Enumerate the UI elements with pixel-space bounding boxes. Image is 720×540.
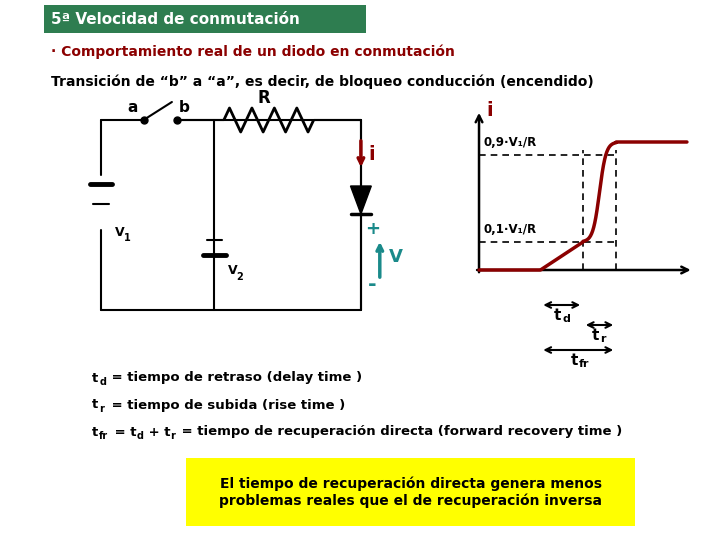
Polygon shape [351,186,372,214]
Text: fr: fr [99,431,108,441]
Text: t: t [91,399,98,411]
Text: r: r [99,404,104,414]
Text: b: b [179,100,189,116]
Text: d: d [99,377,106,387]
Text: · Comportamiento real de un diodo en conmutación: · Comportamiento real de un diodo en con… [51,45,455,59]
Text: i: i [369,145,375,164]
Text: t: t [554,308,562,323]
Text: 0,9·V₁/R: 0,9·V₁/R [484,136,537,149]
Text: = t: = t [110,426,137,438]
Text: 5ª Velocidad de conmutación: 5ª Velocidad de conmutación [51,11,300,26]
Bar [45,5,366,33]
Text: a: a [127,100,138,116]
Text: t: t [592,328,600,343]
Text: +: + [365,220,379,238]
Text: V: V [228,264,238,276]
Text: i: i [487,100,493,119]
Text: DIODOS DE POTENCIA: DIODOS DE POTENCIA [13,197,27,343]
Text: d: d [137,431,144,441]
Text: = tiempo de retraso (delay time ): = tiempo de retraso (delay time ) [107,372,362,384]
Text: d: d [562,314,570,324]
Text: t: t [571,353,578,368]
Text: t: t [91,372,98,384]
Text: + t: + t [143,426,170,438]
Text: fr: fr [579,359,589,369]
Text: = tiempo de recuperación directa (forward recovery time ): = tiempo de recuperación directa (forwar… [176,426,622,438]
Bar [186,458,635,526]
Text: V: V [115,226,125,239]
Text: t: t [91,426,98,438]
Text: r: r [600,334,606,344]
Text: 1: 1 [124,233,130,243]
Text: = tiempo de subida (rise time ): = tiempo de subida (rise time ) [107,399,345,411]
Text: r: r [170,431,175,441]
Text: R: R [258,89,271,107]
Text: V: V [390,248,403,266]
Text: Transición de “b” a “a”, es decir, de bloqueo conducción (encendido): Transición de “b” a “a”, es decir, de bl… [51,75,594,89]
Text: 2: 2 [236,272,243,282]
Text: 0,1·V₁/R: 0,1·V₁/R [484,223,537,236]
Text: -: - [368,275,377,295]
Text: El tiempo de recuperación directa genera menos
problemas reales que el de recupe: El tiempo de recuperación directa genera… [219,476,602,508]
